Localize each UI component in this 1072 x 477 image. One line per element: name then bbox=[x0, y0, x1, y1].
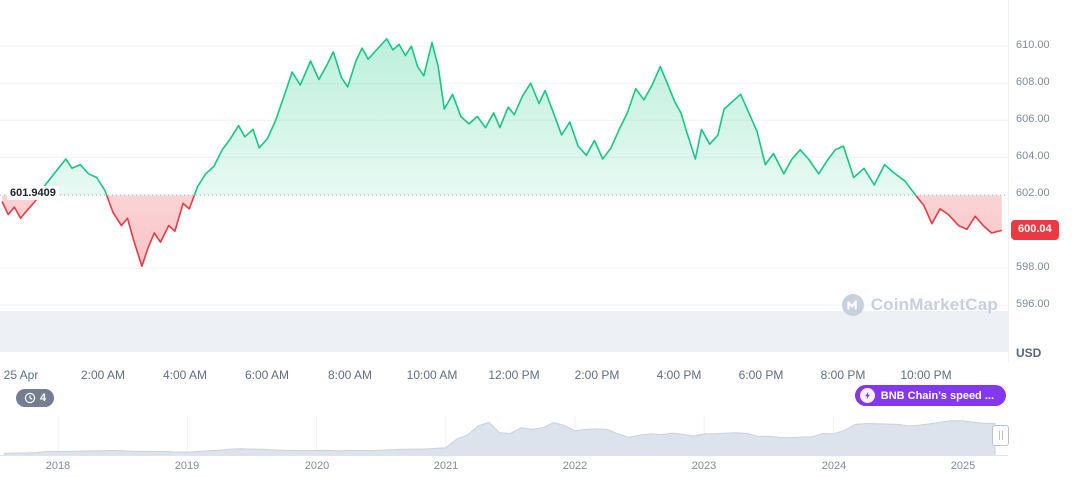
coinmarketcap-logo-icon bbox=[841, 294, 864, 316]
time-axis-tick: 2:00 PM bbox=[574, 368, 620, 382]
current-price-badge: 600.04 bbox=[1011, 220, 1059, 240]
history-clock-icon bbox=[24, 392, 36, 404]
time-axis-tick: 4:00 AM bbox=[162, 368, 208, 382]
time-axis-tick: 2:00 AM bbox=[80, 368, 126, 382]
promo-button-label: BNB Chain's speed ... bbox=[880, 389, 994, 402]
price-axis-tick: 604.00 bbox=[1016, 150, 1050, 163]
year-labels: 2018 2019 2020 2021 2022 2023 2024 2025 bbox=[0, 460, 1008, 474]
year-tick: 2021 bbox=[433, 460, 459, 472]
chart-toolbar: 4 BNB Chain's speed ... bbox=[0, 384, 1072, 412]
price-axis-tick: 598.00 bbox=[1016, 261, 1050, 274]
lightning-icon bbox=[859, 388, 875, 403]
time-axis-tick: 10:00 PM bbox=[900, 368, 952, 382]
price-axis-tick: 606.00 bbox=[1016, 113, 1050, 126]
time-axis: 25 Apr 2:00 AM 4:00 AM 6:00 AM 8:00 AM 10:00 … bbox=[0, 362, 1008, 386]
time-axis-tick: 8:00 PM bbox=[820, 368, 866, 382]
bnb-chain-promo-button[interactable]: BNB Chain's speed ... bbox=[854, 385, 1006, 406]
previous-close-label: 601.9409 bbox=[7, 186, 59, 201]
navigator-chart-canvas[interactable] bbox=[0, 416, 1008, 456]
watermark-text: CoinMarketCap bbox=[870, 295, 998, 314]
price-axis-tick: 596.00 bbox=[1016, 298, 1050, 311]
year-tick: 2020 bbox=[304, 460, 330, 472]
year-tick: 2018 bbox=[45, 460, 71, 472]
year-tick: 2019 bbox=[174, 460, 200, 472]
price-chart-area[interactable]: 601.9409 CoinMarketCap bbox=[0, 0, 1008, 362]
price-axis: 610.00 608.00 606.00 604.00 602.00 598.00 596.… bbox=[1008, 0, 1072, 362]
time-axis-tick: 12:00 PM bbox=[488, 368, 540, 382]
time-axis-tick: 6:00 AM bbox=[244, 368, 290, 382]
year-tick: 2022 bbox=[562, 460, 588, 472]
time-axis-tick: 10:00 AM bbox=[406, 368, 458, 382]
year-tick: 2024 bbox=[821, 460, 847, 472]
currency-unit-label: USD bbox=[1016, 346, 1042, 360]
time-axis-tick: 4:00 PM bbox=[656, 368, 702, 382]
time-axis-tick: 6:00 PM bbox=[738, 368, 784, 382]
timeline-navigator[interactable]: 2018 2019 2020 2021 2022 2023 2024 2025 bbox=[0, 414, 1072, 476]
price-chart-canvas[interactable] bbox=[0, 0, 1008, 362]
year-tick: 2023 bbox=[691, 460, 717, 472]
annotations-count: 4 bbox=[40, 391, 47, 404]
price-axis-tick: 602.00 bbox=[1016, 187, 1050, 200]
time-axis-tick: 25 Apr bbox=[3, 368, 39, 382]
navigator-resize-handle[interactable] bbox=[992, 425, 1009, 446]
annotations-count-badge[interactable]: 4 bbox=[16, 389, 55, 407]
coinmarketcap-watermark: CoinMarketCap bbox=[841, 294, 998, 316]
time-axis-tick: 8:00 AM bbox=[327, 368, 373, 382]
price-axis-tick: 608.00 bbox=[1016, 76, 1050, 89]
price-axis-tick: 610.00 bbox=[1016, 39, 1050, 52]
year-tick: 2025 bbox=[950, 460, 976, 472]
